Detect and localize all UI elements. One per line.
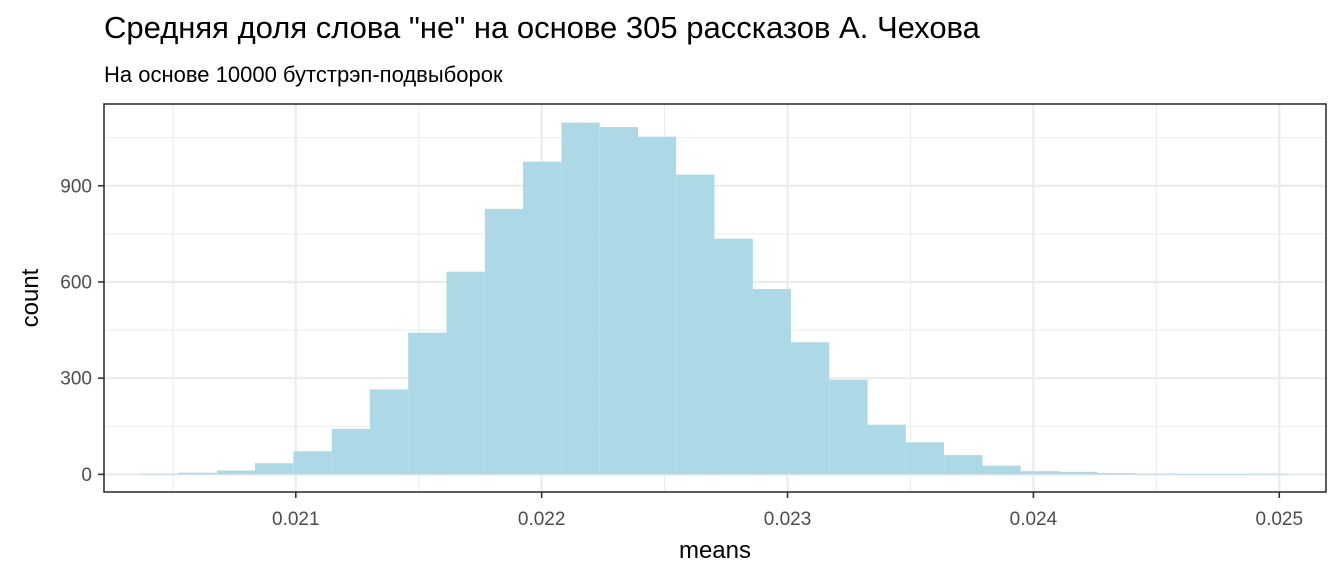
histogram-bar [561, 122, 600, 475]
histogram-bar [331, 428, 371, 475]
x-tick-label: 0.023 [764, 509, 812, 530]
histogram-bars [140, 122, 1289, 475]
histogram-bar [293, 451, 332, 475]
y-tick-label: 900 [60, 176, 92, 197]
chart-title: Средняя доля слова "не" на основе 305 ра… [104, 10, 980, 45]
y-tick-label: 0 [81, 465, 92, 486]
histogram-bar [1211, 474, 1251, 475]
histogram-bar [369, 389, 409, 475]
histogram-bar [752, 289, 791, 475]
histogram-bar [484, 208, 524, 475]
histogram-bar [714, 238, 753, 475]
histogram-bar [523, 161, 562, 475]
chart-subtitle: На основе 10000 бутстрэп-подвыборок [104, 62, 503, 87]
histogram-bar [216, 470, 256, 475]
histogram-bar [178, 472, 217, 475]
histogram-bar [1173, 474, 1213, 475]
histogram-bar [140, 473, 179, 475]
histogram-bar [1059, 471, 1098, 475]
histogram-bar [982, 465, 1021, 475]
y-axis-title: count [17, 268, 44, 327]
histogram-bar [1020, 471, 1059, 475]
histogram-bar [1250, 473, 1289, 475]
histogram-bar [791, 342, 830, 475]
y-tick-label: 600 [60, 272, 92, 293]
histogram-bar [944, 455, 983, 475]
x-axis-title: means [679, 537, 751, 564]
histogram-bar [829, 379, 868, 475]
histogram-bar [408, 332, 447, 475]
histogram-bar [599, 127, 639, 475]
x-tick-label: 0.022 [518, 509, 566, 530]
x-axis: 0.021 0.022 0.023 0.024 0.025 [272, 492, 1303, 530]
panel-border [103, 103, 1327, 493]
y-axis: 0 300 600 900 [60, 176, 104, 486]
y-tick-label: 300 [60, 369, 92, 390]
histogram-bar [867, 424, 906, 475]
x-tick-label: 0.021 [272, 509, 320, 530]
histogram-bar [255, 463, 294, 475]
histogram-bar [1135, 473, 1174, 475]
histogram-bar [1097, 473, 1136, 475]
histogram-bar [905, 442, 945, 475]
x-tick-label: 0.025 [1256, 509, 1304, 530]
histogram-bar [637, 136, 677, 475]
histogram-bar [676, 174, 715, 475]
x-tick-label: 0.024 [1010, 509, 1058, 530]
histogram-bar [446, 271, 485, 475]
